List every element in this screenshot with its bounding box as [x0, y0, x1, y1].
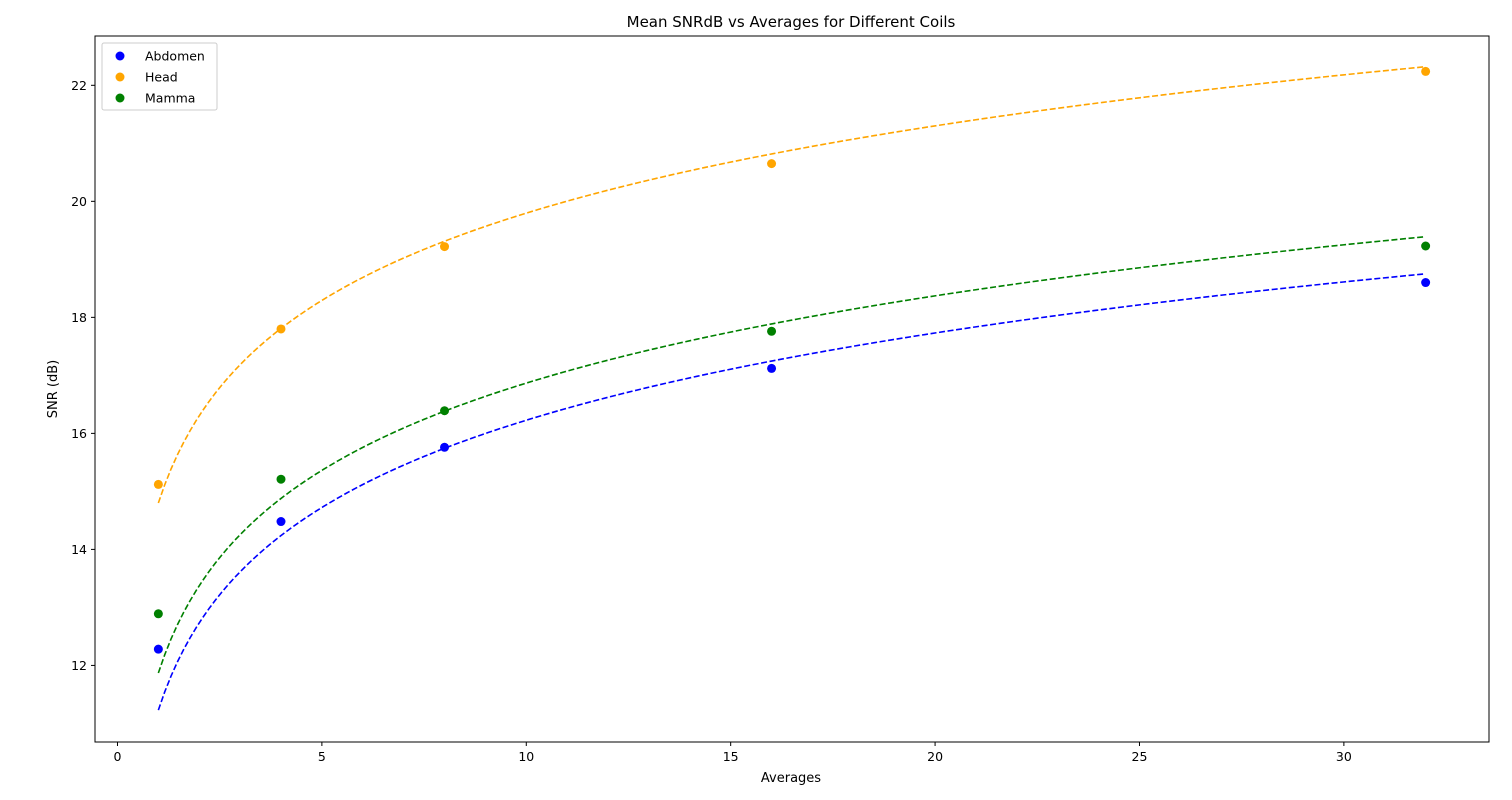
y-tick-label: 18	[71, 310, 87, 325]
y-tick-label: 16	[71, 426, 87, 441]
legend-label: Mamma	[145, 91, 195, 106]
x-tick-label: 15	[723, 749, 739, 764]
data-point-mamma	[1421, 241, 1431, 251]
legend-label: Head	[145, 70, 178, 85]
legend-label: Abdomen	[145, 49, 205, 64]
y-tick-label: 20	[71, 194, 87, 209]
data-point-head	[767, 159, 777, 169]
data-point-head	[153, 479, 163, 489]
data-point-head	[276, 324, 286, 334]
legend-marker-head	[115, 72, 125, 82]
x-tick-label: 25	[1132, 749, 1148, 764]
x-tick-label: 0	[114, 749, 122, 764]
x-axis-ticks: 0 5 10 15 20 25 30	[114, 742, 1352, 764]
legend-marker-abdomen	[115, 51, 125, 61]
fit-lines	[157, 65, 1426, 711]
plot-frame	[94, 35, 1490, 743]
data-point-head	[1421, 66, 1431, 76]
data-point-head	[440, 242, 450, 252]
data-point-mamma	[276, 474, 286, 484]
data-point-mamma	[767, 326, 777, 336]
data-points	[153, 66, 1431, 654]
data-point-abdomen	[1421, 278, 1431, 288]
y-axis-ticks: 12 14 16 18 20 22	[71, 78, 95, 673]
fit-line-abdomen	[157, 273, 1426, 711]
plot-area	[94, 35, 1490, 743]
data-point-abdomen	[767, 363, 777, 373]
x-axis-title: Averages	[761, 771, 821, 786]
legend-box	[101, 42, 218, 111]
legend: Abdomen Head Mamma	[101, 42, 218, 111]
legend-marker-mamma	[115, 93, 125, 103]
y-tick-label: 22	[71, 78, 87, 93]
data-point-abdomen	[440, 442, 450, 452]
y-tick-label: 12	[71, 658, 87, 673]
fit-line-mamma	[157, 235, 1426, 674]
chart-title: Mean SNRdB vs Averages for Different Coi…	[627, 13, 956, 31]
x-tick-label: 10	[518, 749, 534, 764]
x-tick-label: 5	[318, 749, 326, 764]
data-point-mamma	[440, 406, 450, 416]
x-tick-label: 20	[927, 749, 943, 764]
data-point-abdomen	[153, 644, 163, 654]
y-axis-title: SNR (dB)	[46, 360, 61, 418]
fit-line-head	[157, 65, 1426, 504]
y-tick-label: 14	[71, 542, 87, 557]
data-point-abdomen	[276, 517, 286, 527]
data-point-mamma	[153, 609, 163, 619]
x-tick-label: 30	[1336, 749, 1352, 764]
